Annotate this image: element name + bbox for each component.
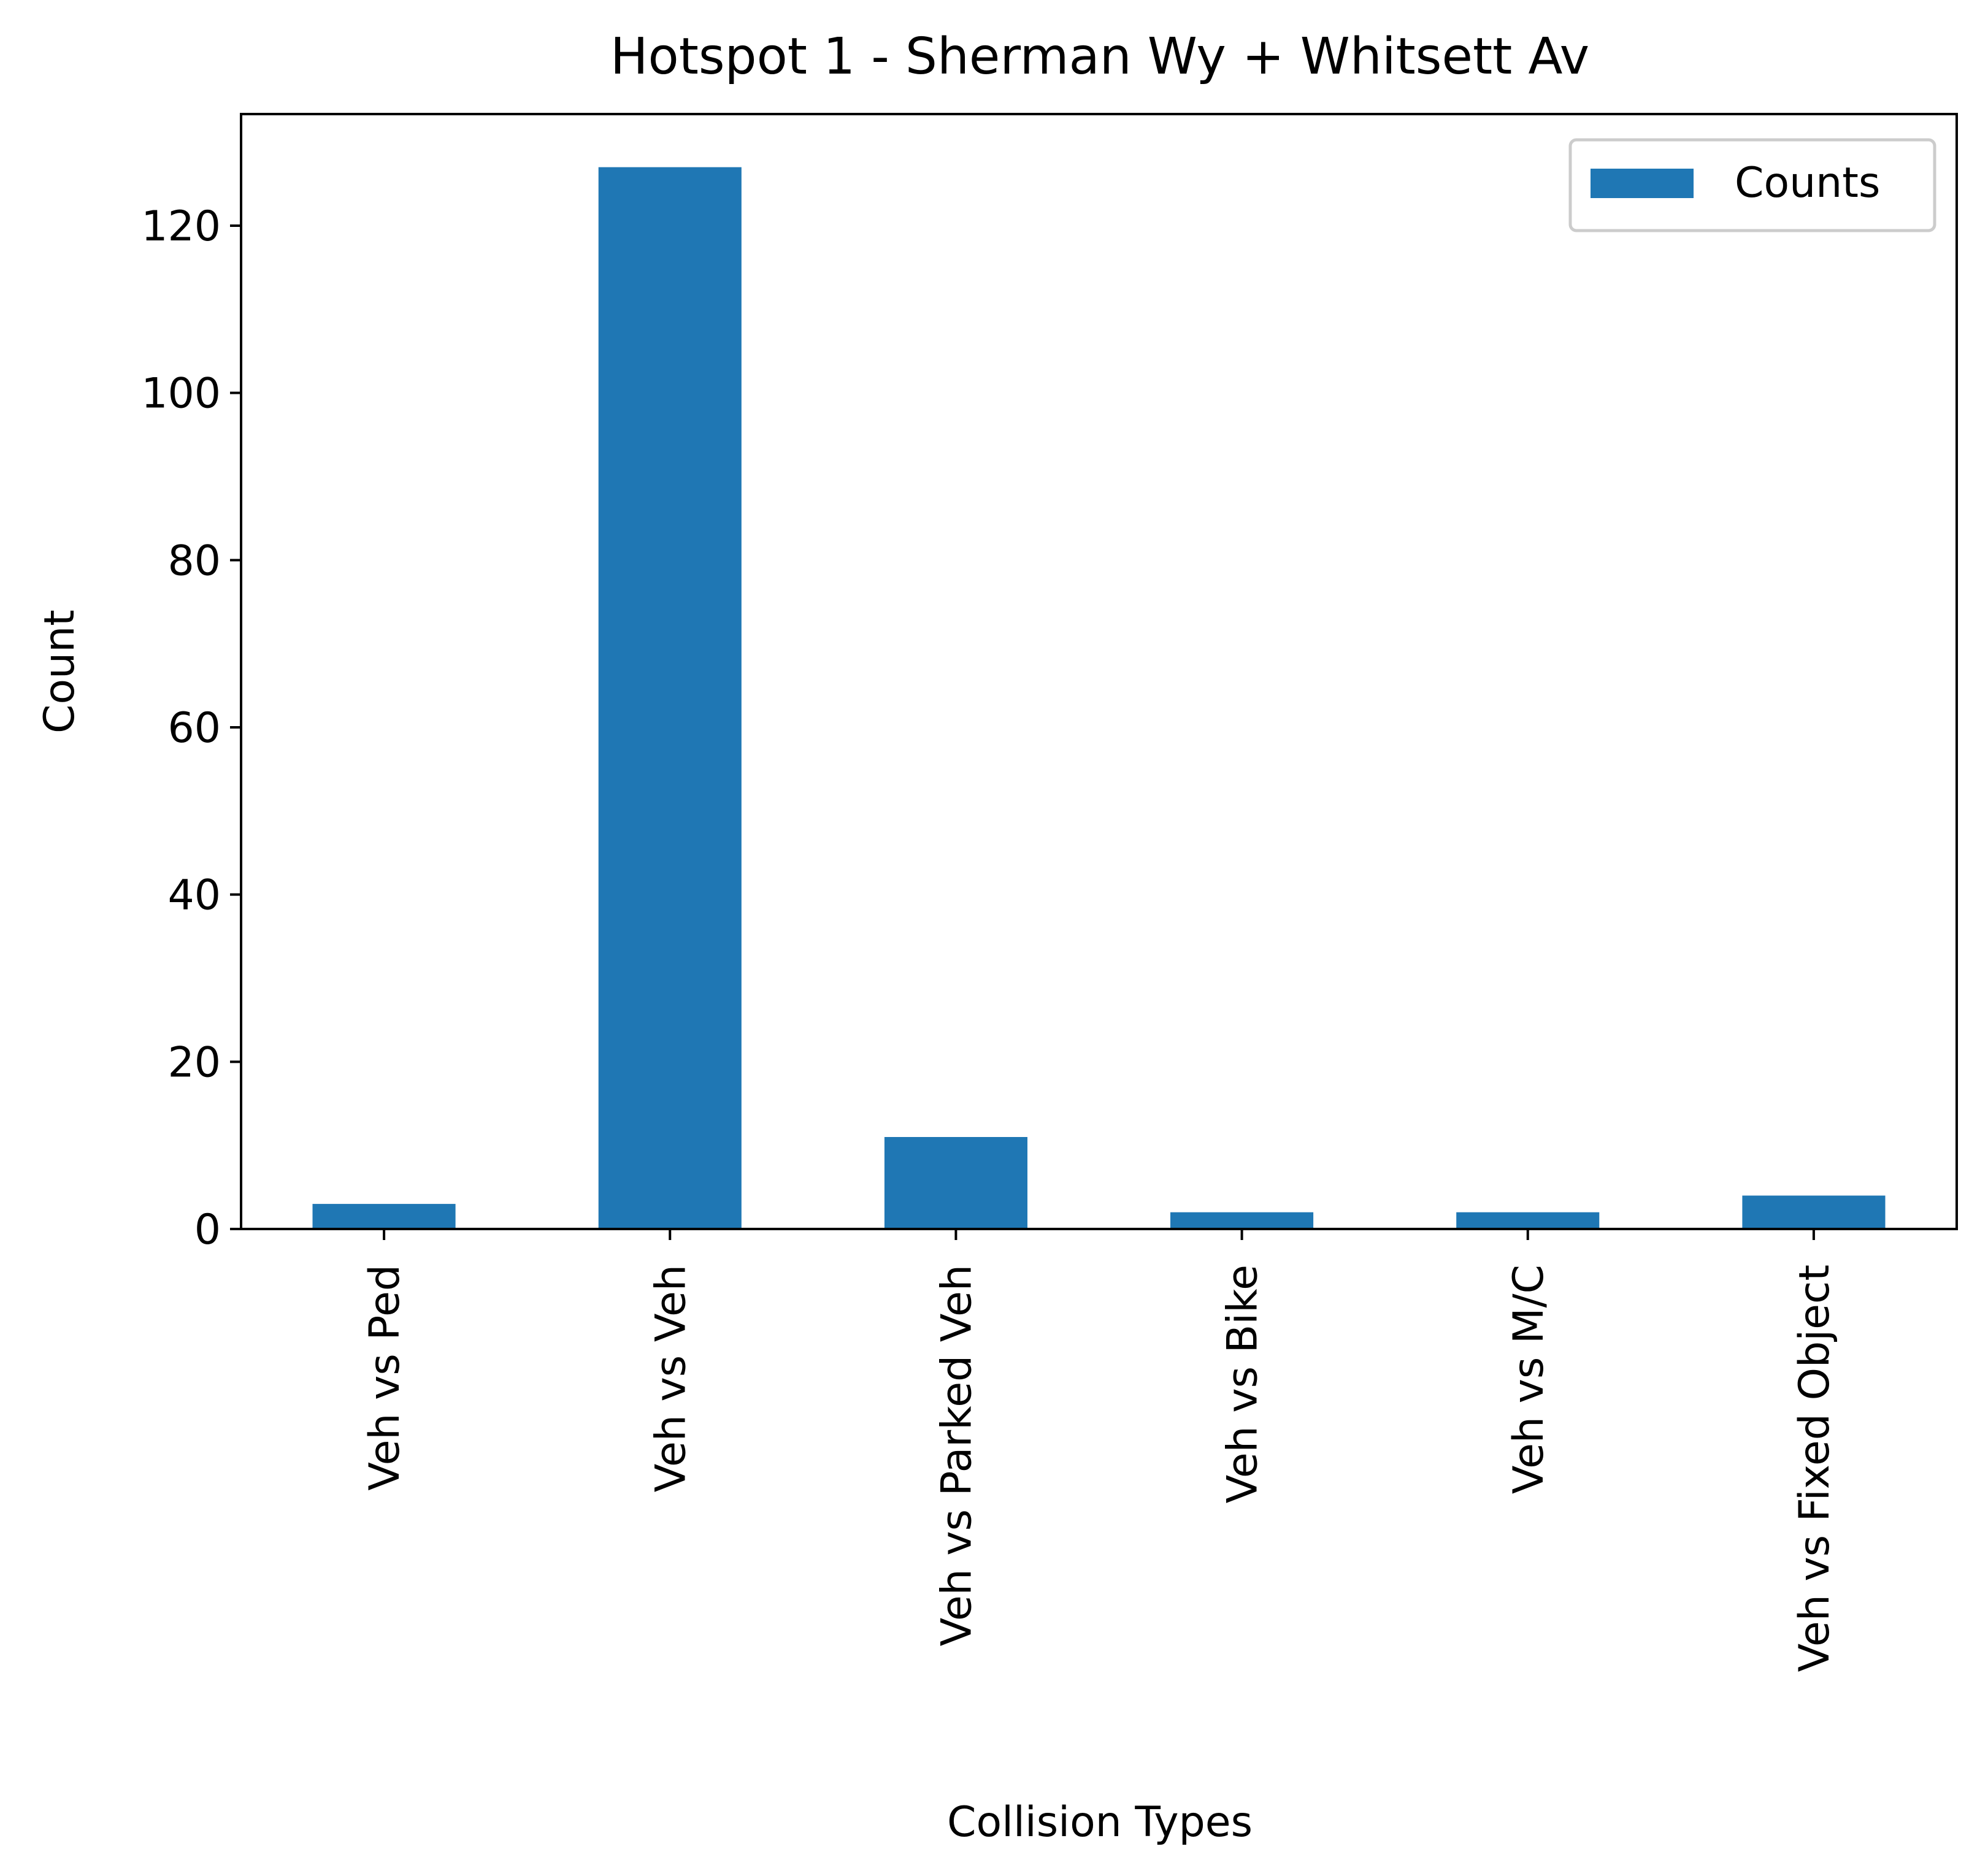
y-tick-label: 0: [194, 1206, 221, 1254]
y-axis: 0 20 40 60 80 100 120: [141, 202, 241, 1254]
x-axis: Veh vs Ped Veh vs Veh Veh vs Parked Veh Veh…: [361, 1229, 1839, 1672]
x-tick-label: Veh vs Veh: [647, 1265, 695, 1492]
bar-veh-vs-veh: [598, 167, 742, 1230]
x-tick-label: Veh vs Ped: [361, 1265, 409, 1491]
x-tick-label: Veh vs Parked Veh: [932, 1265, 981, 1646]
y-tick-label: 120: [141, 202, 221, 251]
legend: Counts: [1568, 138, 1936, 232]
bar-veh-vs-bike: [1170, 1212, 1314, 1229]
plot-frame: [240, 113, 1958, 1230]
y-tick-label: 80: [167, 537, 221, 585]
legend-swatch: [1591, 169, 1694, 198]
y-tick-label: 20: [167, 1038, 221, 1087]
legend-frame: [1568, 138, 1936, 232]
bar-veh-vs-fixed-object: [1742, 1195, 1886, 1229]
bar-veh-vs-m-c: [1456, 1212, 1600, 1229]
y-tick-label: 100: [141, 370, 221, 418]
y-tick-label: 60: [167, 704, 221, 752]
bar-veh-vs-ped: [312, 1204, 456, 1229]
x-tick-label: Veh vs Bike: [1219, 1265, 1267, 1503]
x-tick-label: Veh vs Fixed Object: [1790, 1265, 1839, 1672]
x-axis-label: Collision Types: [947, 1798, 1253, 1847]
y-tick-label: 40: [167, 871, 221, 920]
y-axis-label: Count: [36, 610, 84, 733]
bar-group: [312, 167, 1886, 1230]
chart-title: Hotspot 1 - Sherman Wy + Whitsett Av: [610, 28, 1589, 86]
x-tick-label: Veh vs M/C: [1505, 1265, 1553, 1494]
bar-veh-vs-parked-veh: [884, 1137, 1027, 1229]
legend-label: Counts: [1735, 159, 1880, 207]
